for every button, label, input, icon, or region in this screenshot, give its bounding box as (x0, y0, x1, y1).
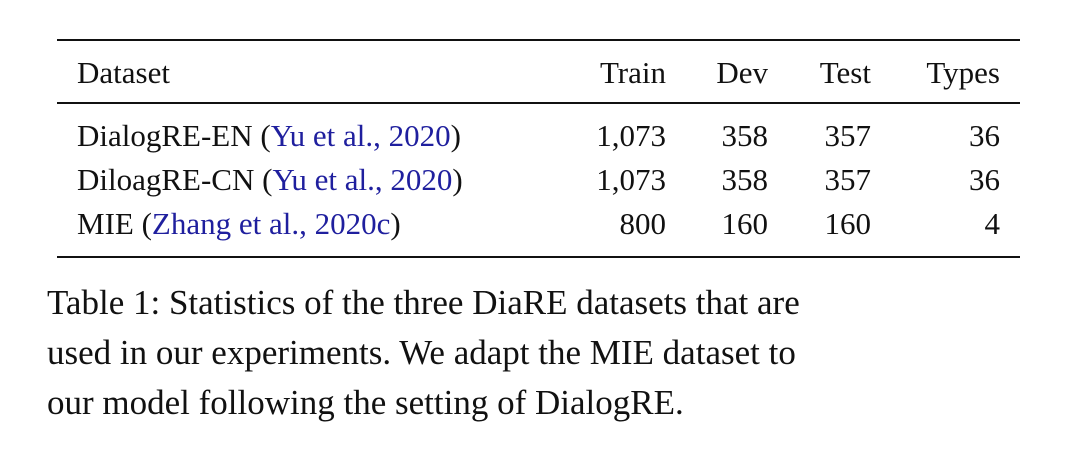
dataset-name: DiloagRE-CN ( (77, 162, 273, 197)
header-cell: Train (599, 55, 666, 90)
dataset-cell: DialogRE-EN (Yu et al., 2020) (77, 118, 461, 154)
citation: Yu et al., 2020 (270, 118, 451, 153)
dataset-name: MIE ( (77, 206, 152, 241)
table-cell: 36 (969, 118, 1000, 153)
dataset-name-close: ) (390, 206, 401, 241)
citation: Yu et al., 2020 (272, 162, 453, 197)
header-cell: Dev (716, 55, 768, 90)
table-cell: 36 (969, 162, 1000, 197)
table-cell: 800 (619, 206, 667, 241)
top-rule (57, 39, 1020, 41)
dataset-name: DialogRE-EN ( (77, 118, 271, 153)
table-cell: 357 (824, 162, 872, 197)
header-cell: Types (926, 55, 1000, 90)
bottom-rule (57, 256, 1020, 258)
caption-line: Table 1: Statistics of the three DiaRE d… (47, 283, 800, 322)
header-cell: Test (819, 55, 871, 90)
caption-line: our model following the setting of Dialo… (47, 383, 684, 422)
mid-rule (57, 102, 1020, 104)
table-cell: 358 (721, 162, 769, 197)
table-cell: 160 (721, 206, 769, 241)
table-cell: 1,073 (596, 118, 666, 153)
table-cell: 357 (824, 118, 872, 153)
table-cell: 4 (984, 206, 1001, 241)
citation: Zhang et al., 2020c (151, 206, 391, 241)
dataset-name-close: ) (452, 162, 463, 197)
header-cell: Dataset (77, 55, 170, 90)
table-cell: 1,073 (596, 162, 666, 197)
dataset-cell: DiloagRE-CN (Yu et al., 2020) (77, 162, 463, 198)
caption-line: used in our experiments. We adapt the MI… (47, 333, 796, 372)
table-cell: 160 (824, 206, 872, 241)
table-cell: 358 (721, 118, 769, 153)
dataset-cell: MIE (Zhang et al., 2020c) (77, 206, 401, 242)
dataset-name-close: ) (450, 118, 461, 153)
